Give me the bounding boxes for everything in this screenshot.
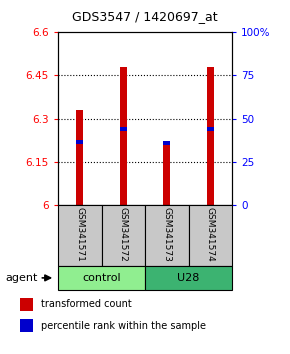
Bar <box>77 110 83 205</box>
Text: percentile rank within the sample: percentile rank within the sample <box>41 321 206 331</box>
Text: GSM341573: GSM341573 <box>162 207 171 262</box>
Bar <box>120 67 126 205</box>
Bar <box>120 127 126 131</box>
Bar <box>207 67 213 205</box>
Bar <box>58 266 145 290</box>
Bar <box>20 298 33 311</box>
Text: control: control <box>82 273 121 283</box>
Text: agent: agent <box>6 273 38 283</box>
Bar <box>102 205 145 266</box>
Bar <box>20 319 33 332</box>
Text: U28: U28 <box>177 273 200 283</box>
Text: GDS3547 / 1420697_at: GDS3547 / 1420697_at <box>72 10 218 23</box>
Text: GSM341571: GSM341571 <box>75 207 84 262</box>
Bar <box>207 127 213 131</box>
Text: transformed count: transformed count <box>41 299 132 309</box>
Bar <box>145 266 232 290</box>
Bar <box>164 142 170 205</box>
Bar <box>77 140 83 144</box>
Bar <box>58 205 102 266</box>
Text: GSM341574: GSM341574 <box>206 207 215 262</box>
Bar <box>145 205 188 266</box>
Text: GSM341572: GSM341572 <box>119 207 128 262</box>
Bar <box>188 205 232 266</box>
Bar <box>164 141 170 145</box>
